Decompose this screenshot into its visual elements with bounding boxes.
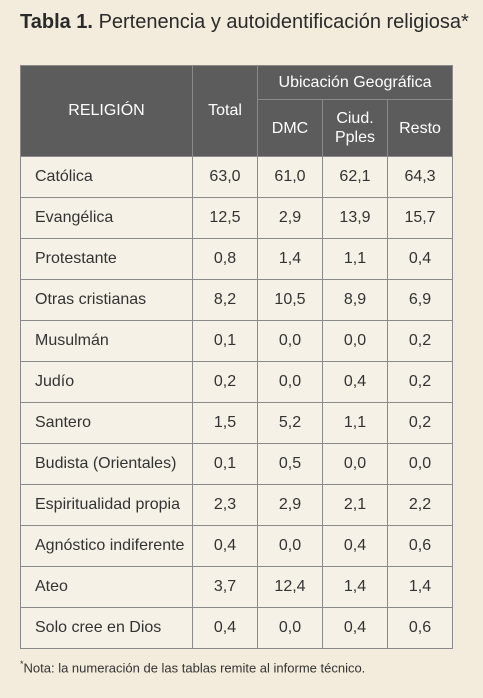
cell-total: 8,2 <box>192 279 258 321</box>
cell-resto: 1,4 <box>386 566 454 608</box>
header-dmc: DMC <box>257 99 323 157</box>
footnote-text: Nota: la numeración de las tablas remite… <box>23 660 366 676</box>
cell-religion: Solo cree en Dios <box>20 607 193 649</box>
table-row: Solo cree en Dios 0,4 0,0 0,4 0,6 <box>20 607 454 649</box>
cell-total: 0,8 <box>192 238 258 280</box>
cell-resto: 0,2 <box>386 361 454 403</box>
cell-total: 0,4 <box>192 525 258 567</box>
header-ciud-pples-text: Ciud. Pples <box>334 110 376 146</box>
cell-dmc: 61,0 <box>257 156 323 198</box>
cell-total: 2,3 <box>192 484 258 526</box>
cell-dmc: 5,2 <box>257 402 323 444</box>
table-row: Evangélica 12,5 2,9 13,9 15,7 <box>20 197 454 239</box>
cell-religion: Espiritualidad propia <box>20 484 193 526</box>
cell-total: 63,0 <box>192 156 258 198</box>
cell-total: 0,2 <box>192 361 258 403</box>
cell-total: 1,5 <box>192 402 258 444</box>
table-row: Otras cristianas 8,2 10,5 8,9 6,9 <box>20 279 454 321</box>
cell-dmc: 0,0 <box>257 320 323 362</box>
cell-religion: Católica <box>20 156 193 198</box>
cell-resto: 0,2 <box>386 402 454 444</box>
cell-resto: 0,4 <box>386 238 454 280</box>
header-ciud-pples: Ciud. Pples <box>322 99 388 157</box>
cell-religion: Ateo <box>20 566 193 608</box>
header-resto: Resto <box>386 99 454 157</box>
cell-resto: 0,6 <box>386 607 454 649</box>
cell-religion: Agnóstico indiferente <box>20 525 193 567</box>
cell-ciud: 1,4 <box>322 566 388 608</box>
cell-religion: Budista (Orientales) <box>20 443 193 485</box>
cell-total: 12,5 <box>192 197 258 239</box>
footnote: *Nota: la numeración de las tablas remit… <box>20 659 365 675</box>
cell-resto: 0,0 <box>386 443 454 485</box>
cell-total: 3,7 <box>192 566 258 608</box>
table-row: Protestante 0,8 1,4 1,1 0,4 <box>20 238 454 280</box>
cell-dmc: 0,0 <box>257 361 323 403</box>
cell-resto: 15,7 <box>386 197 454 239</box>
table-row: Musulmán 0,1 0,0 0,0 0,2 <box>20 320 454 362</box>
cell-ciud: 13,9 <box>322 197 388 239</box>
cell-dmc: 1,4 <box>257 238 323 280</box>
cell-dmc: 0,0 <box>257 525 323 567</box>
cell-religion: Santero <box>20 402 193 444</box>
footnote-marker: * <box>20 659 24 669</box>
cell-ciud: 8,9 <box>322 279 388 321</box>
cell-ciud: 0,0 <box>322 443 388 485</box>
cell-dmc: 10,5 <box>257 279 323 321</box>
cell-ciud: 1,1 <box>322 402 388 444</box>
cell-religion: Evangélica <box>20 197 193 239</box>
cell-resto: 0,2 <box>386 320 454 362</box>
cell-dmc: 0,0 <box>257 607 323 649</box>
cell-ciud: 2,1 <box>322 484 388 526</box>
cell-dmc: 2,9 <box>257 484 323 526</box>
table-title-label: Tabla 1. <box>20 11 93 33</box>
table-title: Tabla 1. Pertenencia y autoidentificació… <box>20 9 470 36</box>
cell-ciud: 1,1 <box>322 238 388 280</box>
cell-resto: 64,3 <box>386 156 454 198</box>
cell-religion: Musulmán <box>20 320 193 362</box>
cell-dmc: 12,4 <box>257 566 323 608</box>
religion-table: RELIGIÓN Total Ubicación Geográfica DMC … <box>20 65 454 649</box>
table-row: Budista (Orientales) 0,1 0,5 0,0 0,0 <box>20 443 454 485</box>
table-row: Católica 63,0 61,0 62,1 64,3 <box>20 156 454 198</box>
table-body: Católica 63,0 61,0 62,1 64,3 Evangélica 12,5 2,… <box>20 156 454 649</box>
table-row: Ateo 3,7 12,4 1,4 1,4 <box>20 566 454 608</box>
cell-ciud: 0,4 <box>322 525 388 567</box>
cell-religion: Protestante <box>20 238 193 280</box>
cell-total: 0,4 <box>192 607 258 649</box>
table-row: Judío 0,2 0,0 0,4 0,2 <box>20 361 454 403</box>
cell-resto: 6,9 <box>386 279 454 321</box>
cell-religion: Judío <box>20 361 193 403</box>
cell-resto: 0,6 <box>386 525 454 567</box>
cell-ciud: 0,0 <box>322 320 388 362</box>
cell-resto: 2,2 <box>386 484 454 526</box>
table-row: Agnóstico indiferente 0,4 0,0 0,4 0,6 <box>20 525 454 567</box>
header-religion: RELIGIÓN <box>20 65 193 157</box>
cell-ciud: 62,1 <box>322 156 388 198</box>
table-row: Santero 1,5 5,2 1,1 0,2 <box>20 402 454 444</box>
table-title-text: Pertenencia y autoidentificación religio… <box>98 11 469 33</box>
cell-dmc: 0,5 <box>257 443 323 485</box>
cell-total: 0,1 <box>192 443 258 485</box>
cell-total: 0,1 <box>192 320 258 362</box>
table-row: Espiritualidad propia 2,3 2,9 2,1 2,2 <box>20 484 454 526</box>
header-ubicacion-geografica: Ubicación Geográfica <box>256 65 454 100</box>
cell-ciud: 0,4 <box>322 607 388 649</box>
cell-dmc: 2,9 <box>257 197 323 239</box>
cell-religion: Otras cristianas <box>20 279 193 321</box>
header-total: Total <box>192 65 258 157</box>
cell-ciud: 0,4 <box>322 361 388 403</box>
